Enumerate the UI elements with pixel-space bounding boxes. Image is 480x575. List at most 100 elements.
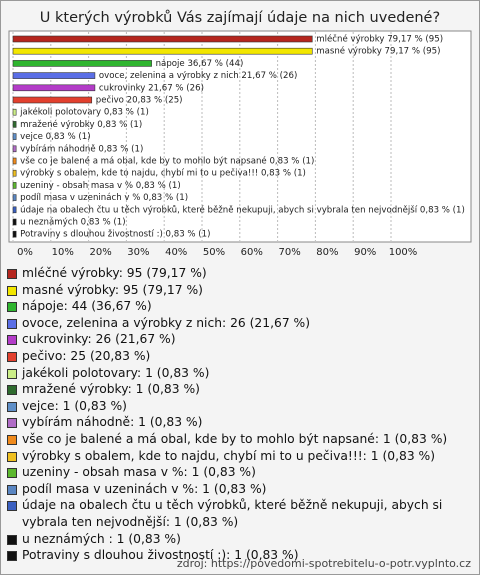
legend-item: cukrovinky: 26 (21,67 %) — [7, 331, 473, 348]
bar-label: mléčné výrobky 79,17 % (95) — [316, 34, 443, 45]
bar — [12, 145, 17, 153]
legend-label: u neznámých : 1 (0,83 %) — [22, 531, 181, 546]
legend-swatch — [7, 434, 17, 445]
legend-item: nápoje: 44 (36,67 %) — [7, 298, 473, 315]
bar — [12, 206, 17, 214]
x-tick-label: 90% — [354, 247, 376, 258]
legend-swatch — [7, 484, 17, 495]
legend-label: mražené výrobky: 1 (0,83 %) — [22, 382, 200, 397]
legend-item: Potraviny s dlouhou živostností :): 1 (0… — [7, 547, 473, 564]
legend-swatch — [7, 534, 17, 545]
legend-label: mléčné výrobky: 95 (79,17 %) — [22, 266, 207, 280]
bar — [12, 72, 96, 79]
bar-label: masné výrobky 79,17 % (95) — [316, 46, 440, 57]
bar-label: údaje na obalech čtu u těch výrobků, kte… — [20, 204, 465, 215]
bar-label: vejce 0,83 % (1) — [20, 132, 90, 142]
chart-title: U kterých výrobků Vás zajímají údaje na … — [40, 10, 440, 26]
bar — [12, 182, 17, 189]
bar — [12, 108, 17, 116]
legend-item: výrobky s obalem, kde to najdu, chybí mi… — [7, 448, 473, 465]
bar — [12, 84, 96, 92]
bar-label: uzeniny - obsah masa v % 0,83 % (1) — [20, 181, 181, 191]
legend-item: u neznámých : 1 (0,83 %) — [7, 531, 473, 548]
legend-item: vybírám náhodně: 1 (0,83 %) — [7, 414, 473, 431]
legend-label: cukrovinky: 26 (21,67 %) — [22, 332, 176, 347]
bar — [12, 169, 17, 177]
legend-swatch — [7, 451, 17, 462]
legend-item: uzeniny - obsah masa v %: 1 (0,83 %) — [7, 464, 473, 481]
legend-swatch — [7, 335, 17, 346]
bar-label: podíl masa v uzeninách v % 0,83 % (1) — [20, 193, 188, 203]
bar-label: u neznámých 0,83 % (1) — [20, 218, 125, 228]
legend-item: vše co je balené a má obal, kde by to mo… — [7, 431, 473, 448]
legend: mléčné výrobky: 95 (79,17 %) masné výrobk… — [7, 265, 473, 564]
legend-swatch — [7, 368, 17, 379]
legend-swatch — [7, 269, 17, 279]
legend-swatch — [7, 468, 17, 479]
legend-swatch — [7, 401, 17, 412]
x-tick-label: 60% — [241, 247, 263, 258]
legend-label: Potraviny s dlouhou živostností :): 1 (0… — [22, 548, 299, 563]
legend-item: pečivo: 25 (20,83 %) — [7, 348, 473, 365]
x-tick-label: 20% — [89, 247, 111, 258]
legend-swatch — [7, 501, 17, 512]
bar-label: Potraviny s dlouhou živostností :) 0,83 … — [20, 230, 210, 240]
legend-label: vejce: 1 (0,83 %) — [22, 398, 127, 413]
bar — [12, 133, 17, 140]
legend-item: ovoce, zelenina a výrobky z nich: 26 (21… — [7, 315, 473, 332]
x-tick-label: 30% — [127, 247, 149, 258]
legend-swatch — [7, 351, 17, 362]
bar — [12, 194, 17, 201]
bar-label: nápoje 36,67 % (44) — [156, 59, 244, 69]
legend-item: jakékoli polotovary: 1 (0,83 %) — [7, 365, 473, 382]
legend-label: vše co je balené a má obal, kde by to mo… — [22, 431, 448, 446]
legend-item: podíl masa v uzeninách v %: 1 (0,83 %) — [7, 481, 473, 498]
legend-label: vybírám náhodně: 1 (0,83 %) — [22, 415, 203, 430]
x-tick-label: 100% — [389, 247, 418, 258]
legend-swatch — [7, 285, 17, 296]
bar — [12, 96, 93, 104]
legend-label: uzeniny - obsah masa v %: 1 (0,83 %) — [22, 465, 256, 480]
bar — [12, 218, 17, 226]
legend-item: masné výrobky: 95 (79,17 %) — [7, 282, 473, 299]
bar — [12, 157, 17, 165]
bar-label: cukrovinky 21,67 % (26) — [99, 83, 204, 93]
x-tick-label: 10% — [52, 247, 74, 258]
legend-swatch — [7, 418, 17, 429]
legend-swatch — [7, 385, 17, 396]
bar — [12, 35, 313, 43]
bar — [12, 230, 17, 238]
legend-label: údaje na obalech čtu u těch výrobků, kte… — [22, 498, 443, 529]
x-tick-label: 0% — [17, 247, 33, 258]
x-tick-label: 70% — [278, 247, 300, 258]
bar-label: vše co je balené a má obal, kde by to mo… — [20, 156, 314, 167]
x-tick-label: 50% — [203, 247, 225, 258]
bar-label: vybírám náhodně 0,83 % (1) — [20, 143, 143, 154]
bar-label: mražené výrobky 0,83 % (1) — [20, 119, 142, 130]
x-tick-label: 40% — [165, 247, 187, 258]
bar-label: pečivo 20,83 % (25) — [96, 95, 183, 106]
legend-swatch — [7, 551, 17, 562]
chart: U kterých výrobků Vás zajímají údaje na … — [8, 10, 472, 258]
bar-label: výrobky s obalem, kde to najdu, chybí mi… — [20, 168, 306, 179]
legend-item: mražené výrobky: 1 (0,83 %) — [7, 381, 473, 398]
legend-label: výrobky s obalem, kde to najdu, chybí mi… — [22, 448, 436, 463]
bar-label: ovoce, zelenina a výrobky z nich 21,67 %… — [99, 71, 297, 81]
legend-label: masné výrobky: 95 (79,17 %) — [22, 282, 203, 297]
legend-label: nápoje: 44 (36,67 %) — [22, 299, 152, 314]
x-tick-label: 80% — [316, 247, 338, 258]
legend-label: podíl masa v uzeninách v %: 1 (0,83 %) — [22, 481, 267, 496]
bar — [12, 60, 152, 67]
bar — [12, 47, 313, 55]
legend-label: pečivo: 25 (20,83 %) — [22, 348, 151, 363]
legend-item: vejce: 1 (0,83 %) — [7, 398, 473, 415]
legend-label: ovoce, zelenina a výrobky z nich: 26 (21… — [22, 315, 311, 330]
legend-item: údaje na obalech čtu u těch výrobků, kte… — [7, 497, 473, 530]
bar-label: jakékoli polotovary 0,83 % (1) — [19, 107, 149, 118]
legend-swatch — [7, 318, 17, 329]
legend-item: mléčné výrobky: 95 (79,17 %) — [7, 265, 473, 282]
legend-label: jakékoli polotovary: 1 (0,83 %) — [22, 365, 210, 380]
legend-swatch — [7, 302, 17, 313]
bar — [12, 121, 17, 128]
